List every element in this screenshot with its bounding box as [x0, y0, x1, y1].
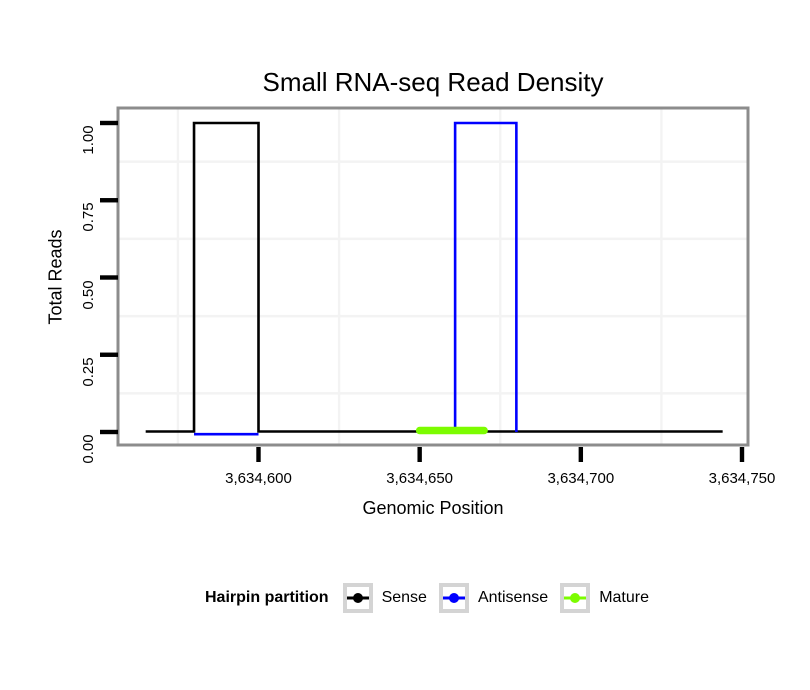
x-tick-label: 3,634,750: [708, 470, 776, 487]
y-tick-label: 0.25: [80, 357, 97, 387]
x-tick-mark: [578, 447, 584, 462]
y-tick-label: 0.75: [80, 202, 97, 232]
y-tick-mark: [100, 120, 118, 126]
y-tick-mark: [100, 275, 118, 280]
legend-key-icon: [438, 583, 469, 613]
legend-entry-antisense: Antisense: [438, 583, 560, 613]
legend-key-dot: [352, 593, 363, 603]
legend-entries: Sense Antisense Mature: [342, 583, 661, 613]
x-tick-mark: [256, 447, 261, 462]
panel-background: [118, 108, 748, 445]
legend-key-icon: [342, 583, 373, 613]
y-tick-mark: [100, 429, 118, 435]
x-tick-label: 3,634,600: [225, 470, 292, 487]
x-axis-title: Genomic Position: [362, 498, 504, 518]
legend-entry-label: Sense: [381, 589, 427, 606]
y-tick-label: 1.00: [80, 125, 97, 155]
legend-entry-label: Mature: [599, 589, 649, 606]
series-line-sense: [145, 121, 723, 433]
legend-key-icon: [560, 583, 591, 613]
legend: Hairpin partition Sense Antisense Mature: [118, 581, 748, 615]
x-tick-mark: [739, 447, 745, 462]
legend-entry-label: Antisense: [477, 589, 549, 606]
legend-title: Hairpin partition: [205, 589, 329, 606]
series-line-antisense: [453, 121, 518, 432]
x-tick-mark: [417, 447, 422, 462]
y-axis-title: Total Reads: [45, 229, 66, 325]
legend-entry-mature: Mature: [560, 583, 661, 613]
chart-title: Small RNA-seq Read Density: [262, 67, 604, 97]
y-tick-mark: [100, 198, 118, 203]
y-tick-label: 0.50: [80, 279, 97, 310]
legend-key-dot: [448, 593, 459, 603]
x-tick-label: 3,634,650: [386, 470, 454, 487]
y-tick-mark: [100, 352, 118, 357]
x-tick-label: 3,634,700: [547, 470, 615, 487]
legend-entry-sense: Sense: [342, 583, 439, 613]
legend-key-dot: [570, 593, 581, 603]
y-tick-label: 0.00: [80, 434, 97, 464]
